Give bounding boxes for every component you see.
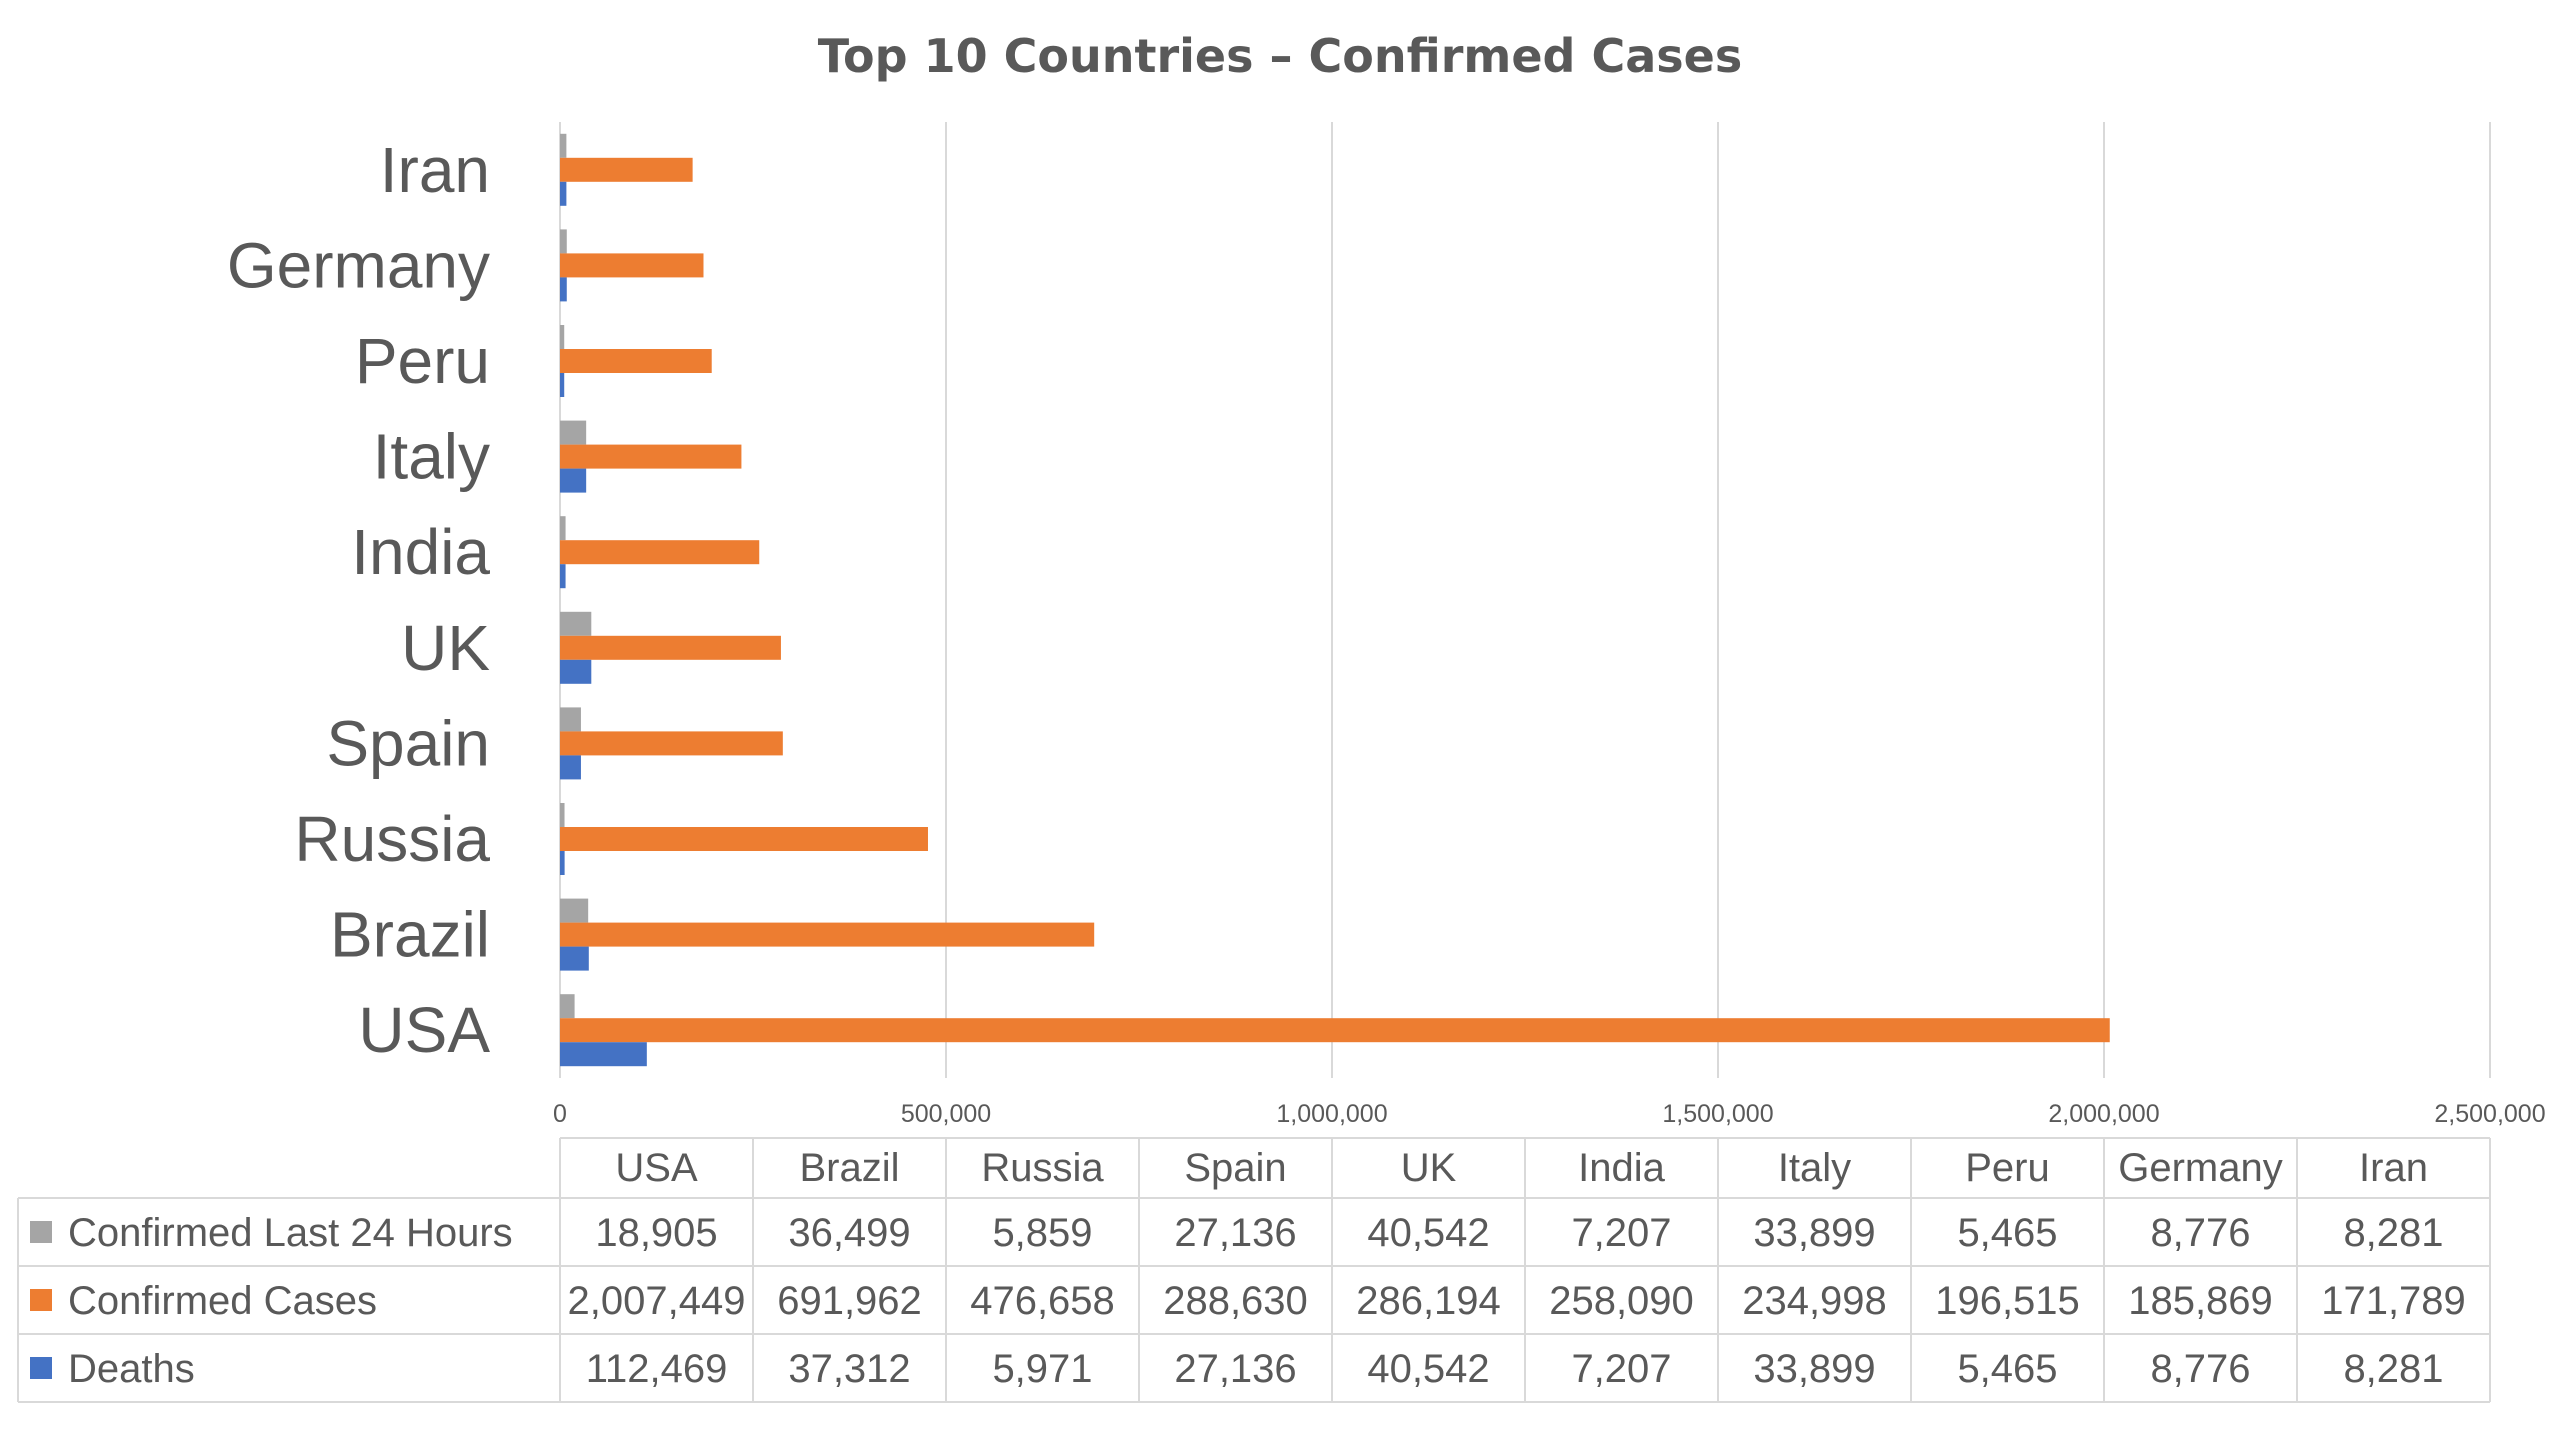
- table-cell-deaths-russia: 5,971: [992, 1347, 1092, 1391]
- table-cell-deaths-uk: 40,542: [1367, 1347, 1489, 1391]
- bar-confirmed-last-24-hours-iran: [560, 133, 567, 158]
- bar-confirmed-last-24-hours-italy: [560, 420, 587, 445]
- bar-confirmed-cases-usa: [560, 1018, 2110, 1043]
- bar-confirmed-cases-spain: [560, 731, 783, 756]
- bar-confirmed-last-24-hours-spain: [560, 707, 581, 732]
- table-cell-confirmed-cases-uk: 286,194: [1356, 1279, 1501, 1323]
- table-cell-deaths-usa: 112,469: [586, 1347, 728, 1391]
- table-cell-confirmed-last-24-hours-germany: 8,776: [2150, 1211, 2250, 1255]
- category-labels: USA Brazil Russia Spain UK India Italy Peru Germ…: [227, 134, 491, 1066]
- bar-confirmed-last-24-hours-brazil: [560, 898, 589, 923]
- legend-key-confirmed-last-24-hours: [30, 1221, 52, 1243]
- bars: [560, 133, 2110, 1067]
- table-cell-confirmed-last-24-hours-italy: 33,899: [1753, 1211, 1875, 1255]
- bar-confirmed-last-24-hours-uk: [560, 611, 592, 636]
- category-label-spain: Spain: [326, 707, 490, 779]
- table-header-uk: UK: [1401, 1146, 1457, 1190]
- table-cell-confirmed-cases-india: 258,090: [1549, 1279, 1694, 1323]
- table-cell-confirmed-cases-italy: 234,998: [1742, 1279, 1887, 1323]
- category-label-brazil: Brazil: [330, 899, 490, 971]
- bar-confirmed-last-24-hours-india: [560, 516, 566, 541]
- bar-confirmed-cases-germany: [560, 253, 704, 278]
- table-cell-confirmed-cases-russia: 476,658: [970, 1279, 1115, 1323]
- bar-confirmed-last-24-hours-peru: [560, 325, 565, 349]
- bar-deaths-germany: [560, 277, 567, 302]
- table-cell-confirmed-last-24-hours-uk: 40,542: [1367, 1211, 1489, 1255]
- x-axis-ticks: 0 500,000 1,000,000 1,500,000 2,000,000 2,500…: [553, 1100, 2546, 1128]
- category-label-germany: Germany: [227, 229, 490, 301]
- category-label-iran: Iran: [380, 134, 490, 206]
- legend-key-confirmed-cases: [30, 1289, 52, 1311]
- table-header-spain: Spain: [1184, 1146, 1286, 1190]
- category-label-uk: UK: [401, 612, 490, 684]
- bar-confirmed-cases-india: [560, 540, 760, 565]
- table-cell-confirmed-cases-usa: 2,007,449: [568, 1279, 746, 1323]
- table-header-russia: Russia: [981, 1146, 1104, 1190]
- x-tick-label: 1,500,000: [1662, 1100, 1773, 1128]
- table-header-usa: USA: [615, 1146, 698, 1190]
- bar-confirmed-cases-russia: [560, 827, 928, 851]
- table-cell-deaths-brazil: 37,312: [788, 1347, 910, 1391]
- table-cell-confirmed-last-24-hours-iran: 8,281: [2343, 1211, 2443, 1255]
- table-cell-deaths-spain: 27,136: [1174, 1347, 1296, 1391]
- table-cell-deaths-peru: 5,465: [1957, 1347, 2057, 1391]
- bar-confirmed-cases-italy: [560, 444, 742, 469]
- category-label-peru: Peru: [355, 325, 490, 397]
- category-label-russia: Russia: [294, 803, 490, 875]
- bar-deaths-usa: [560, 1042, 647, 1067]
- table-cell-confirmed-cases-iran: 171,789: [2321, 1279, 2466, 1323]
- table-cell-confirmed-last-24-hours-spain: 27,136: [1174, 1211, 1296, 1255]
- table-cell-confirmed-cases-spain: 288,630: [1163, 1279, 1308, 1323]
- table-cell-deaths-iran: 8,281: [2343, 1347, 2443, 1391]
- chart-title: Top 10 Countries – Confirmed Cases: [818, 29, 1742, 83]
- table-header-brazil: Brazil: [799, 1146, 899, 1190]
- table-header-peru: Peru: [1965, 1146, 2050, 1190]
- bar-confirmed-cases-brazil: [560, 922, 1095, 947]
- x-tick-label: 1,000,000: [1276, 1100, 1387, 1128]
- table-header-germany: Germany: [2118, 1146, 2283, 1190]
- x-tick-label: 2,000,000: [2048, 1100, 2159, 1128]
- bar-deaths-spain: [560, 755, 581, 780]
- bar-deaths-russia: [560, 851, 565, 875]
- category-label-italy: Italy: [373, 421, 490, 493]
- table-cell-confirmed-last-24-hours-peru: 5,465: [1957, 1211, 2057, 1255]
- bar-deaths-india: [560, 564, 566, 589]
- table-cell-deaths-india: 7,207: [1571, 1347, 1671, 1391]
- table-cell-deaths-italy: 33,899: [1753, 1347, 1875, 1391]
- table-cell-confirmed-last-24-hours-russia: 5,859: [992, 1211, 1092, 1255]
- table-cell-confirmed-cases-brazil: 691,962: [777, 1279, 922, 1323]
- bar-deaths-iran: [560, 181, 567, 206]
- bar-confirmed-cases-uk: [560, 635, 781, 660]
- legend-label-confirmed-last-24-hours: Confirmed Last 24 Hours: [68, 1211, 513, 1255]
- bar-confirmed-last-24-hours-germany: [560, 229, 567, 254]
- x-tick-label: 2,500,000: [2434, 1100, 2545, 1128]
- table-cell-confirmed-last-24-hours-usa: 18,905: [595, 1211, 717, 1255]
- bar-deaths-italy: [560, 468, 587, 493]
- x-tick-label: 500,000: [901, 1100, 991, 1128]
- table-cell-confirmed-cases-germany: 185,869: [2128, 1279, 2273, 1323]
- table-header-india: India: [1578, 1146, 1665, 1190]
- table-cell-confirmed-cases-peru: 196,515: [1935, 1279, 2080, 1323]
- table-cell-confirmed-last-24-hours-brazil: 36,499: [788, 1211, 910, 1255]
- bar-confirmed-last-24-hours-usa: [560, 994, 575, 1019]
- bar-confirmed-last-24-hours-russia: [560, 803, 565, 827]
- x-tick-label: 0: [553, 1100, 567, 1128]
- table-cell-deaths-germany: 8,776: [2150, 1347, 2250, 1391]
- bar-deaths-uk: [560, 659, 592, 684]
- legend-label-confirmed-cases: Confirmed Cases: [68, 1279, 377, 1323]
- bar-confirmed-cases-iran: [560, 157, 693, 182]
- bar-confirmed-cases-peru: [560, 349, 712, 373]
- legend-label-deaths: Deaths: [68, 1347, 195, 1391]
- bar-deaths-brazil: [560, 946, 589, 971]
- category-label-india: India: [351, 516, 490, 588]
- table-header-iran: Iran: [2359, 1146, 2428, 1190]
- legend-key-deaths: [30, 1357, 52, 1379]
- bar-deaths-peru: [560, 373, 565, 397]
- data-table: USA Brazil Russia Spain UK India Italy Peru Germ…: [17, 1137, 2491, 1403]
- table-cell-confirmed-last-24-hours-india: 7,207: [1571, 1211, 1671, 1255]
- table-header-italy: Italy: [1778, 1146, 1851, 1190]
- category-label-usa: USA: [358, 994, 490, 1066]
